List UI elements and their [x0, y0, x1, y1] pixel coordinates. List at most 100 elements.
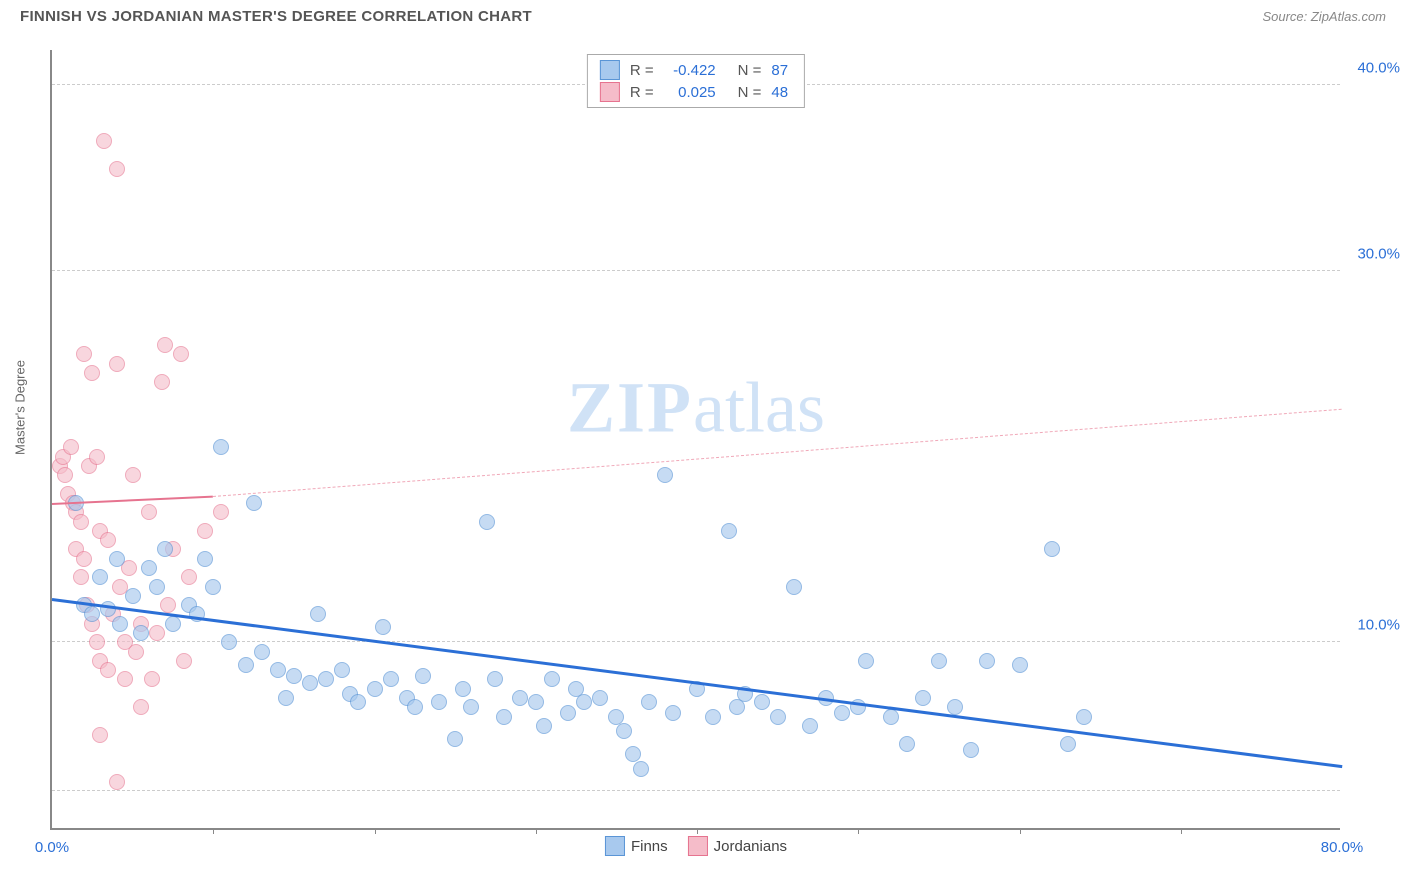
n-value: 48 — [771, 84, 788, 101]
legend-stats: R =-0.422N =87R =0.025N =48 — [587, 54, 805, 108]
finns-point — [350, 694, 366, 710]
finns-point — [754, 694, 770, 710]
finns-point — [770, 709, 786, 725]
finns-point — [1044, 541, 1060, 557]
finns-point — [367, 681, 383, 697]
jordanians-point — [125, 467, 141, 483]
finns-point — [205, 579, 221, 595]
jordanians-point — [173, 346, 189, 362]
jordanians-point — [121, 560, 137, 576]
finns-point — [270, 662, 286, 678]
jordanians-point — [109, 161, 125, 177]
watermark-atlas: atlas — [693, 367, 825, 447]
finns-point — [528, 694, 544, 710]
x-tick — [213, 828, 214, 834]
finns-point — [657, 467, 673, 483]
finns-point — [334, 662, 350, 678]
legend-item-jordanians: Jordanians — [688, 836, 787, 856]
finns-point — [512, 690, 528, 706]
x-tick — [1181, 828, 1182, 834]
r-value: 0.025 — [664, 84, 716, 101]
finns-point — [133, 625, 149, 641]
finns-point — [858, 653, 874, 669]
legend-stats-row-jordanians: R =0.025N =48 — [600, 81, 792, 103]
finns-point — [221, 634, 237, 650]
r-value: -0.422 — [664, 62, 716, 79]
jordanians-point — [149, 625, 165, 641]
finns-point — [302, 675, 318, 691]
r-label: R = — [630, 62, 654, 79]
x-tick — [375, 828, 376, 834]
legend-swatch — [600, 60, 620, 80]
jordanians-point — [109, 356, 125, 372]
finns-point — [157, 541, 173, 557]
finns-point — [899, 736, 915, 752]
finns-point — [496, 709, 512, 725]
finns-point — [407, 699, 423, 715]
jordanians-point — [76, 551, 92, 567]
finns-point — [92, 569, 108, 585]
jordanians-point — [117, 671, 133, 687]
y-axis-label: Master's Degree — [13, 360, 28, 455]
gridline-h — [52, 270, 1340, 271]
jordanians-point — [76, 346, 92, 362]
finns-point — [141, 560, 157, 576]
jordanians-point — [63, 439, 79, 455]
watermark: ZIPatlas — [567, 366, 825, 449]
finns-point — [447, 731, 463, 747]
x-tick-label-min: 0.0% — [35, 839, 69, 856]
finns-point — [238, 657, 254, 673]
jordanians-point — [73, 569, 89, 585]
finns-point — [149, 579, 165, 595]
x-tick — [1020, 828, 1021, 834]
finns-point — [109, 551, 125, 567]
finns-point — [576, 694, 592, 710]
finns-point — [705, 709, 721, 725]
finns-point — [633, 761, 649, 777]
finns-point — [616, 723, 632, 739]
finns-point — [383, 671, 399, 687]
jordanians-point — [141, 504, 157, 520]
jordanians-point — [89, 449, 105, 465]
jordanians-point — [160, 597, 176, 613]
finns-point — [665, 705, 681, 721]
legend-item-finns: Finns — [605, 836, 668, 856]
jordanians-point — [84, 365, 100, 381]
finns-point — [883, 709, 899, 725]
scatter-chart: ZIPatlas 10.0%30.0%40.0%0.0%80.0%R =-0.4… — [50, 50, 1340, 830]
finns-point — [246, 495, 262, 511]
finns-point — [979, 653, 995, 669]
jordanians-point — [197, 523, 213, 539]
jordanians-point — [109, 774, 125, 790]
jordanians-point — [57, 467, 73, 483]
finns-point — [431, 694, 447, 710]
finns-point — [544, 671, 560, 687]
finns-point — [1060, 736, 1076, 752]
jordanians-trendline-dashed — [213, 409, 1342, 497]
legend-swatch — [605, 836, 625, 856]
legend-swatch — [600, 82, 620, 102]
jordanians-point — [154, 374, 170, 390]
jordanians-point — [73, 514, 89, 530]
x-tick — [858, 828, 859, 834]
finns-point — [197, 551, 213, 567]
jordanians-point — [96, 133, 112, 149]
finns-point — [463, 699, 479, 715]
finns-point — [641, 694, 657, 710]
finns-point — [318, 671, 334, 687]
jordanians-point — [181, 569, 197, 585]
finns-point — [625, 746, 641, 762]
finns-point — [560, 705, 576, 721]
finns-point — [278, 690, 294, 706]
n-value: 87 — [771, 62, 788, 79]
legend-series: Finns Jordanians — [605, 836, 787, 856]
jordanians-point — [133, 699, 149, 715]
watermark-zip: ZIP — [567, 367, 693, 447]
y-tick-label: 30.0% — [1357, 245, 1400, 262]
finns-point — [479, 514, 495, 530]
finns-point — [165, 616, 181, 632]
gridline-h — [52, 790, 1340, 791]
finns-point — [1076, 709, 1092, 725]
jordanians-point — [157, 337, 173, 353]
finns-point — [375, 619, 391, 635]
